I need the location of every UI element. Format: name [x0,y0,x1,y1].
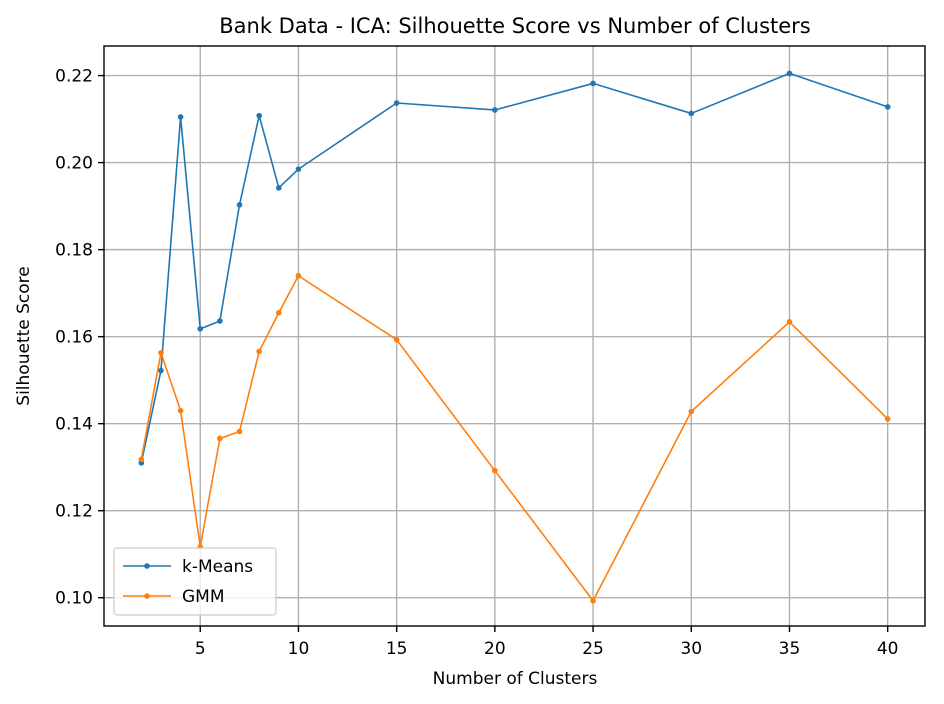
y-tick-label: 0.22 [55,67,93,87]
x-tick-label: 40 [877,639,899,659]
data-point [276,185,282,191]
x-tick-label: 5 [195,639,206,659]
data-point [786,319,793,325]
series-gmm [138,272,891,604]
y-tick-label: 0.18 [55,241,93,261]
data-point [177,114,184,120]
data-point [688,110,695,117]
data-point [393,336,400,343]
y-tick-label: 0.12 [55,502,93,522]
data-point [688,408,695,415]
x-tick-label: 15 [386,639,408,659]
data-point [786,70,793,77]
data-point [158,349,164,356]
legend-kmeans-label: k-Means [182,557,253,577]
legend: k-Means GMM [113,547,277,616]
legend-gmm-marker [144,593,150,599]
data-point [590,597,596,604]
data-point [492,467,498,474]
data-point [276,309,282,316]
data-point [236,202,243,208]
data-point [492,107,498,113]
data-point [138,456,145,463]
chart-title: Bank Data - ICA: Silhouette Score vs Num… [219,14,811,38]
y-tick-label: 0.14 [55,415,93,435]
data-point [177,407,184,414]
legend-box [113,547,277,616]
data-point [884,416,891,422]
x-tick-label: 35 [779,639,801,659]
x-axis: 5 10 15 20 25 30 35 40 [195,626,899,659]
data-point [158,367,164,374]
y-tick-label: 0.20 [55,154,93,174]
y-tick-label: 0.10 [55,589,93,609]
data-point [256,112,262,119]
series-layer [138,70,891,604]
legend-kmeans-marker [144,563,150,569]
data-point [256,348,262,355]
data-point [295,166,302,172]
y-tick-label: 0.16 [55,328,93,348]
data-point [217,318,223,324]
y-axis-label: Silhouette Score [14,266,34,405]
data-point [590,80,596,87]
legend-gmm-label: GMM [182,587,225,607]
x-axis-label: Number of Clusters [433,669,598,689]
x-tick-label: 30 [680,639,702,659]
data-point [217,435,223,442]
y-axis: 0.10 0.12 0.14 0.16 0.18 0.20 0.22 [55,67,104,609]
x-tick-label: 10 [288,639,310,659]
data-point [197,326,204,332]
data-point [884,104,891,110]
data-point [393,100,400,106]
data-point [295,272,302,279]
series-k-means [138,70,891,466]
x-tick-label: 20 [484,639,506,659]
data-point [236,428,243,435]
x-tick-label: 25 [582,639,604,659]
